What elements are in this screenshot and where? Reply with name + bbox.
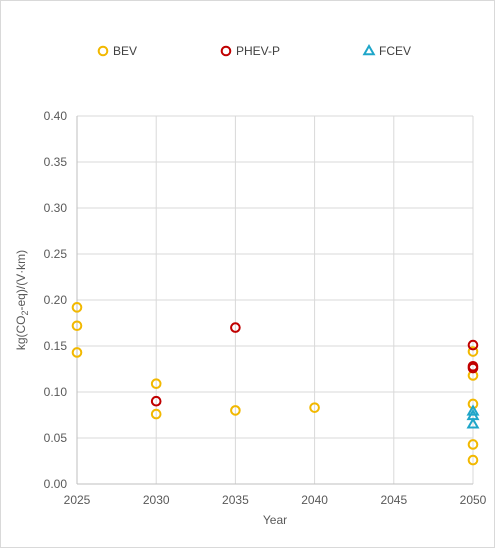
y-tick-label: 0.40 [44, 109, 68, 123]
phev-p-point [230, 322, 241, 333]
y-tick-label: 0.20 [44, 293, 68, 307]
bev-point [71, 302, 83, 313]
phev-p-point [150, 395, 162, 407]
y-tick-label: 0.05 [44, 431, 68, 445]
phev-p-legend-marker [220, 45, 232, 57]
y-tick-label: 0.10 [44, 385, 68, 399]
x-tick-label: 2045 [380, 493, 407, 507]
y-tick-label: 0.15 [44, 339, 68, 353]
tick-labels: 0.00 0.05 0.10 0.15 0.20 0.25 0.30 0.35 0.40 2025… [44, 109, 487, 507]
bev-point [150, 378, 162, 390]
x-tick-label: 2050 [460, 493, 487, 507]
y-tick-label: 0.00 [44, 477, 68, 491]
x-tick-label: 2030 [143, 493, 170, 507]
fcev-point [466, 417, 480, 429]
phev-p-legend-label: PHEV-P [236, 44, 280, 58]
bev-point [230, 405, 241, 416]
phev-p-point [467, 362, 479, 374]
data-points [71, 302, 480, 466]
bev-legend-marker [97, 45, 109, 57]
axes [76, 116, 473, 485]
x-tick-label: 2035 [222, 493, 249, 507]
fcev-legend-label: FCEV [379, 44, 411, 58]
bev-point [467, 439, 479, 450]
fcev-point [466, 404, 480, 416]
gridlines [77, 115, 474, 484]
bev-point [309, 402, 320, 413]
y-tick-label: 0.35 [44, 155, 68, 169]
fcev-legend-marker [362, 43, 376, 56]
phev-p-point [467, 339, 479, 351]
bev-point [150, 408, 162, 420]
y-tick-label: 0.30 [44, 201, 68, 215]
x-tick-label: 2025 [64, 493, 91, 507]
bev-point [71, 347, 83, 358]
bev-legend-label: BEV [113, 44, 137, 58]
x-tick-label: 2040 [301, 493, 328, 507]
bev-point [467, 346, 479, 357]
y-axis-label: kg(CO2-eq)/(V·km) [14, 250, 30, 350]
y-tick-label: 0.25 [44, 247, 68, 261]
bev-point [71, 320, 83, 332]
legend: BEV PHEV-P FCEV [97, 43, 411, 58]
bev-point [467, 454, 479, 466]
x-axis-label: Year [263, 513, 287, 527]
